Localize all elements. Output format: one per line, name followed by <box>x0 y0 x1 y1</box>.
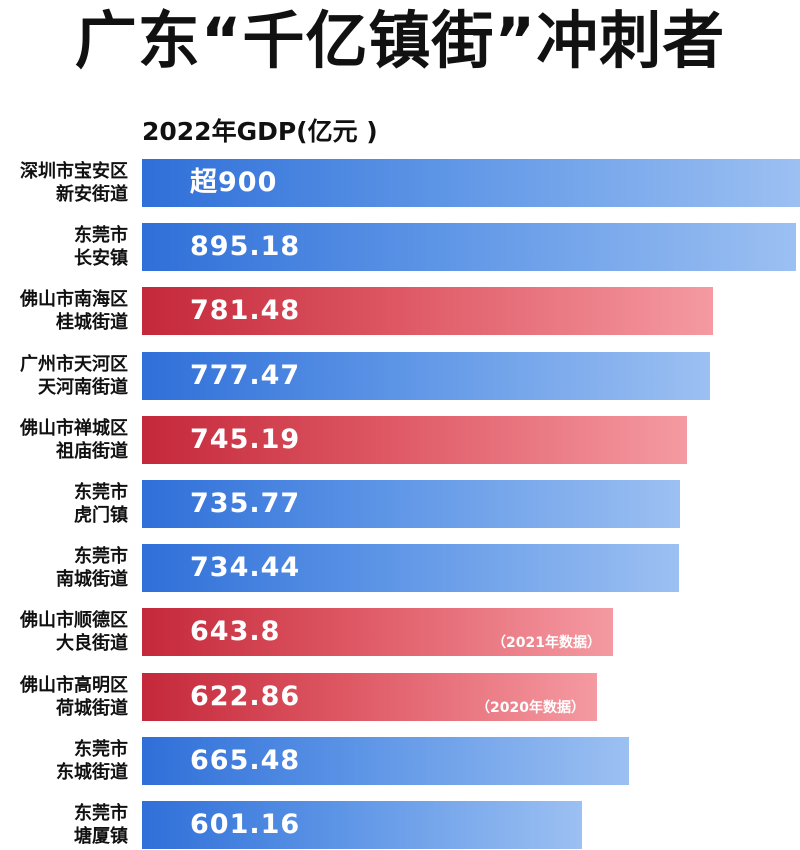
category-label: 佛山市高明区 荷城街道 <box>0 674 128 720</box>
bar: 745.19 <box>142 416 687 464</box>
bar: 777.47 <box>142 352 710 400</box>
category-label-line: 祖庙街道 <box>56 441 128 462</box>
bar: 601.16 <box>142 801 582 849</box>
category-label: 深圳市宝安区 新安街道 <box>0 160 128 206</box>
category-label: 东莞市 东城街道 <box>0 738 128 784</box>
chart-title: 广东“千亿镇街”冲刺者 <box>74 4 726 77</box>
data-label: 601.16 <box>190 809 301 840</box>
category-label-line: 东莞市 <box>74 225 128 246</box>
data-label: 745.19 <box>190 424 301 455</box>
data-label: 735.77 <box>190 488 301 519</box>
category-label-line: 桂城街道 <box>56 312 128 333</box>
data-label: 622.86 <box>190 681 301 712</box>
category-label: 佛山市顺德区 大良街道 <box>0 609 128 655</box>
bar: 781.48 <box>142 287 713 335</box>
data-note: （2021年数据） <box>492 635 601 651</box>
category-label-line: 大良街道 <box>56 633 128 654</box>
category-label-line: 佛山市禅城区 <box>20 418 128 439</box>
data-label: 665.48 <box>190 745 301 776</box>
bar: 643.8 （2021年数据） <box>142 608 613 656</box>
bar: 895.18 <box>142 223 796 271</box>
category-label: 广州市天河区 天河南街道 <box>0 353 128 399</box>
category-label: 东莞市 长安镇 <box>0 224 128 270</box>
data-label: 777.47 <box>190 360 301 391</box>
category-label-line: 南城街道 <box>56 569 128 590</box>
category-label: 佛山市禅城区 祖庙街道 <box>0 417 128 463</box>
category-label-line: 深圳市宝安区 <box>20 161 128 182</box>
bar: 665.48 <box>142 737 629 785</box>
category-label-line: 天河南街道 <box>38 377 128 398</box>
category-label-line: 佛山市南海区 <box>20 289 128 310</box>
bar: 735.77 <box>142 480 680 528</box>
data-label: 643.8 <box>190 616 281 647</box>
data-note: （2020年数据） <box>476 700 585 716</box>
category-label: 东莞市 南城街道 <box>0 545 128 591</box>
bar: 超900 <box>142 159 800 207</box>
category-label-line: 佛山市顺德区 <box>20 610 128 631</box>
data-label: 超900 <box>190 167 278 198</box>
category-label: 佛山市南海区 桂城街道 <box>0 288 128 334</box>
category-label-line: 东莞市 <box>74 546 128 567</box>
category-label-line: 佛山市高明区 <box>20 675 128 696</box>
category-label-line: 新安街道 <box>56 184 128 205</box>
category-label-line: 荷城街道 <box>56 698 128 719</box>
category-label-line: 东城街道 <box>56 762 128 783</box>
bar: 734.44 <box>142 544 679 592</box>
category-label: 东莞市 塘厦镇 <box>0 802 128 848</box>
data-label: 781.48 <box>190 295 301 326</box>
category-label-line: 东莞市 <box>74 803 128 824</box>
category-label-line: 东莞市 <box>74 482 128 503</box>
category-label-line: 虎门镇 <box>74 505 128 526</box>
chart-subtitle: 2022年GDP(亿元 ) <box>142 117 378 146</box>
data-label: 734.44 <box>190 552 301 583</box>
data-label: 895.18 <box>190 231 301 262</box>
category-label-line: 东莞市 <box>74 739 128 760</box>
category-label-line: 广州市天河区 <box>20 354 128 375</box>
bar: 622.86 （2020年数据） <box>142 673 597 721</box>
category-label: 东莞市 虎门镇 <box>0 481 128 527</box>
category-label-line: 长安镇 <box>74 248 128 269</box>
category-label-line: 塘厦镇 <box>74 826 128 847</box>
